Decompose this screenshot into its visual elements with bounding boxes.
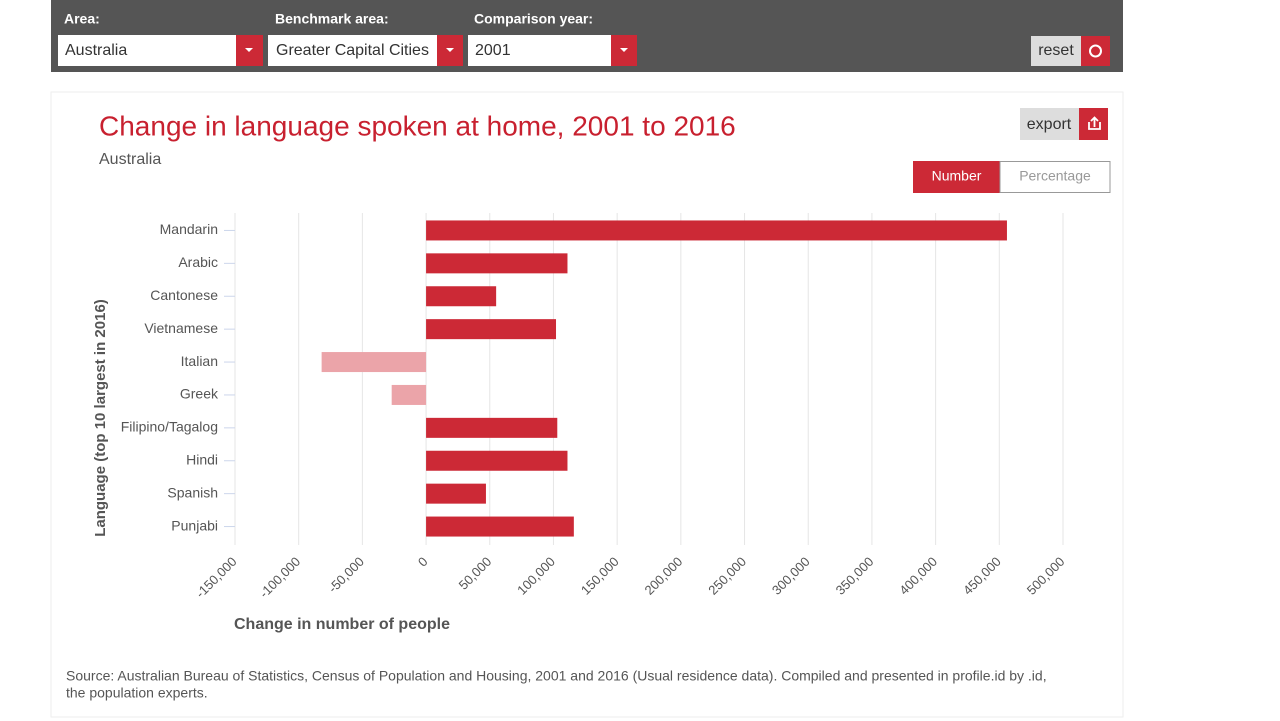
bar — [321, 352, 427, 373]
bar — [426, 417, 558, 438]
export-icon — [1088, 116, 1101, 130]
number-toggle-text: Number — [932, 168, 982, 184]
benchmark-select[interactable] — [268, 35, 438, 66]
area-value: Australia — [65, 42, 127, 59]
bar — [426, 483, 486, 504]
reset-button[interactable] — [1031, 36, 1081, 66]
chart-title: Change in language spoken at home, 2001 … — [99, 110, 736, 141]
bar — [426, 450, 568, 471]
bar — [426, 286, 497, 307]
number-toggle[interactable] — [913, 161, 1000, 193]
y-tick-label: Arabic — [178, 254, 218, 270]
area-select[interactable] — [58, 35, 236, 66]
y-tick-label: Punjabi — [171, 517, 218, 533]
dropdown-arrow — [446, 48, 454, 52]
dropdown-arrow — [245, 48, 253, 52]
dropdown-arrow — [620, 48, 628, 52]
export-icon-button[interactable] — [1079, 108, 1108, 140]
y-tick-label: Greek — [180, 386, 219, 402]
chart-subtitle: Australia — [99, 151, 161, 168]
percentage-toggle[interactable] — [999, 161, 1111, 193]
year-value: 2001 — [475, 42, 511, 59]
area-label: Area: — [64, 11, 100, 27]
x-axis-label: Change in number of people — [234, 616, 450, 633]
bar — [426, 319, 557, 340]
export-button[interactable] — [1020, 108, 1079, 140]
source-text: the population experts. — [66, 685, 208, 701]
benchmark-label: Benchmark area: — [275, 11, 389, 27]
y-tick-label: Italian — [181, 353, 218, 369]
bar — [426, 253, 568, 274]
reset-icon-button[interactable] — [1081, 36, 1110, 66]
y-tick-label: Spanish — [167, 484, 218, 500]
source-text: Source: Australian Bureau of Statistics,… — [66, 668, 1047, 684]
y-tick-label: Cantonese — [150, 287, 218, 303]
chart-card — [50, 91, 1124, 718]
reset-text: reset — [1038, 42, 1074, 59]
reset-icon — [1089, 44, 1102, 58]
y-tick-label: Hindi — [186, 451, 218, 467]
year-select[interactable] — [468, 35, 611, 66]
percentage-toggle-text: Percentage — [1019, 168, 1091, 184]
bar — [426, 516, 574, 537]
year-label: Comparison year: — [474, 11, 593, 27]
export-text: export — [1027, 116, 1072, 133]
bar — [391, 384, 427, 405]
y-tick-label: Mandarin — [160, 221, 218, 237]
y-axis-label: Language (top 10 largest in 2016) — [92, 299, 109, 537]
bar — [426, 220, 1007, 241]
benchmark-value: Greater Capital Cities — [276, 42, 429, 59]
y-tick-label: Filipino/Tagalog — [121, 419, 218, 435]
y-tick-label: Vietnamese — [144, 320, 218, 336]
